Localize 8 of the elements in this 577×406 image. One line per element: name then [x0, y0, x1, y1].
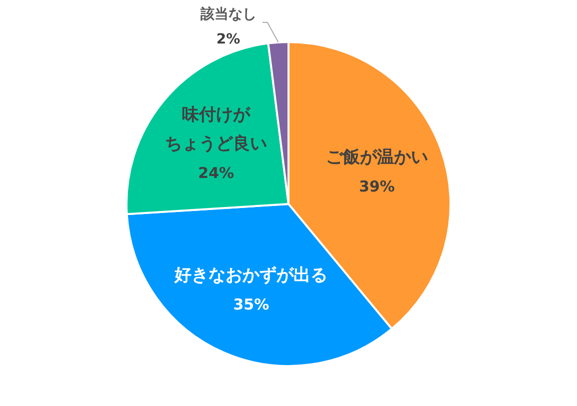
slice-label: ご飯が温かい: [326, 148, 428, 168]
slice-label: 該当なし: [199, 5, 256, 22]
slice-label: 味付けがちょうど良い: [165, 105, 268, 154]
slice-label: 好きなおかずが出る: [174, 266, 328, 286]
data-label: 39%: [358, 178, 395, 196]
data-label: 24%: [198, 164, 234, 182]
data-label: 35%: [233, 296, 270, 314]
data-label: 2%: [216, 31, 240, 48]
